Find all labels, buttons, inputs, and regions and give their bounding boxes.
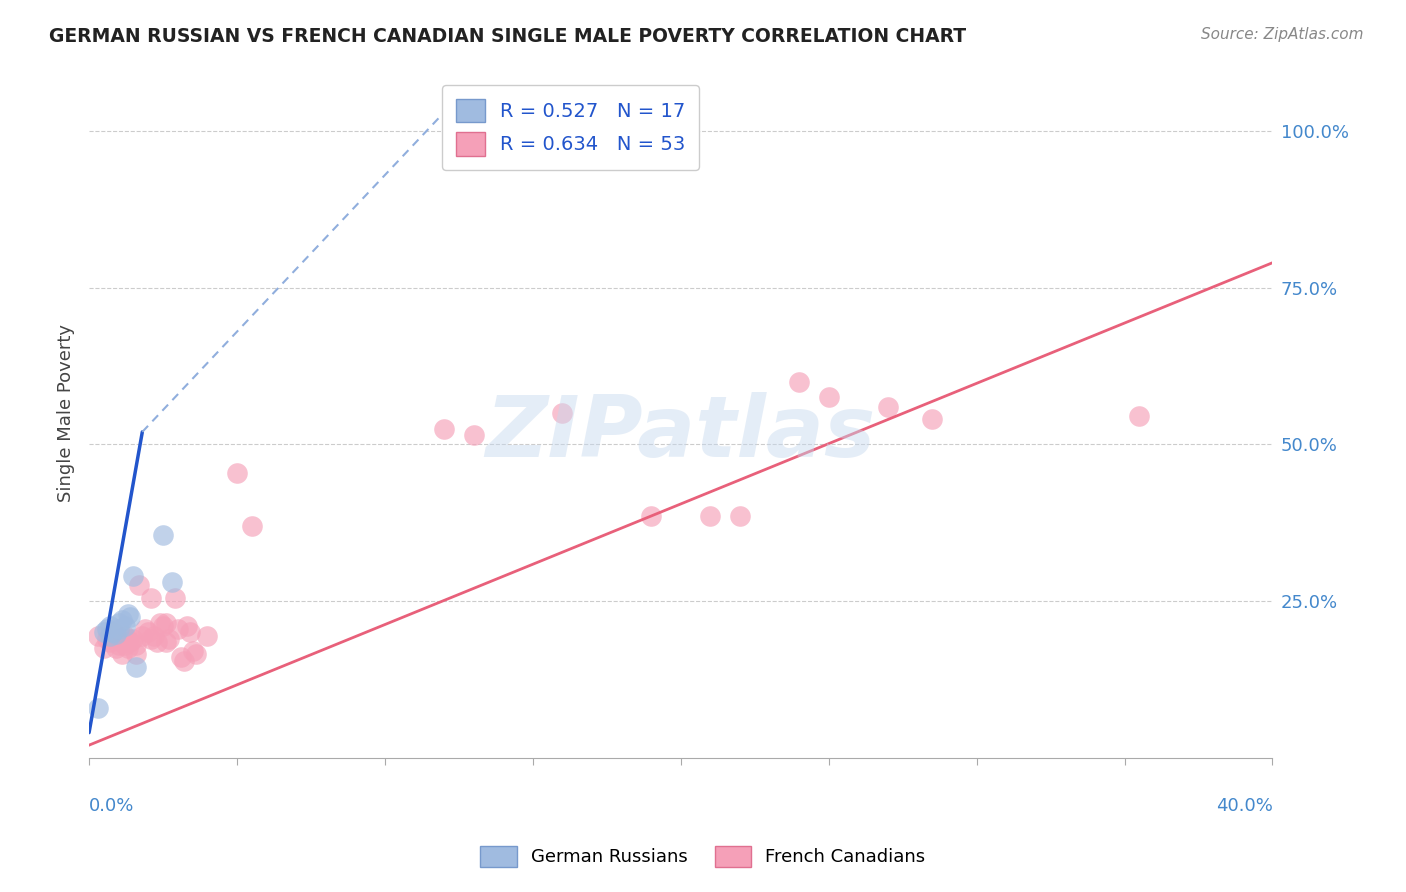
Point	[128, 578, 150, 592]
Point	[107, 632, 129, 646]
Point	[173, 654, 195, 668]
Point	[240, 519, 263, 533]
Point	[125, 648, 148, 662]
Point	[166, 622, 188, 636]
Point	[134, 622, 156, 636]
Point	[163, 591, 186, 605]
Point	[551, 406, 574, 420]
Point	[699, 509, 721, 524]
Point	[110, 634, 132, 648]
Point	[433, 422, 456, 436]
Point	[96, 632, 118, 646]
Point	[143, 628, 166, 642]
Point	[176, 619, 198, 633]
Text: 0.0%: 0.0%	[89, 797, 135, 814]
Point	[101, 625, 124, 640]
Point	[117, 640, 139, 655]
Point	[98, 634, 121, 648]
Point	[117, 607, 139, 621]
Point	[87, 700, 110, 714]
Point	[141, 591, 163, 605]
Point	[728, 509, 751, 524]
Point	[120, 609, 142, 624]
Point	[146, 634, 169, 648]
Point	[114, 638, 136, 652]
Point	[104, 640, 127, 655]
Point	[125, 638, 148, 652]
Point	[131, 628, 153, 642]
Point	[155, 615, 177, 630]
Point	[136, 625, 159, 640]
Point	[122, 569, 145, 583]
Point	[170, 650, 193, 665]
Point	[110, 648, 132, 662]
Point	[107, 615, 129, 630]
Text: GERMAN RUSSIAN VS FRENCH CANADIAN SINGLE MALE POVERTY CORRELATION CHART: GERMAN RUSSIAN VS FRENCH CANADIAN SINGLE…	[49, 27, 966, 45]
Point	[93, 625, 115, 640]
Point	[125, 660, 148, 674]
Point	[122, 632, 145, 646]
Y-axis label: Single Male Poverty: Single Male Poverty	[58, 324, 75, 502]
Legend: German Russians, French Canadians: German Russians, French Canadians	[474, 838, 932, 874]
Point	[117, 632, 139, 646]
Text: Source: ZipAtlas.com: Source: ZipAtlas.com	[1201, 27, 1364, 42]
Point	[1128, 409, 1150, 424]
Point	[152, 528, 174, 542]
Point	[114, 619, 136, 633]
Point	[87, 628, 110, 642]
Point	[197, 628, 219, 642]
Point	[149, 615, 172, 630]
Point	[787, 375, 810, 389]
Point	[463, 428, 485, 442]
Text: 40.0%: 40.0%	[1216, 797, 1272, 814]
Point	[640, 509, 662, 524]
Text: ZIPatlas: ZIPatlas	[485, 392, 876, 475]
Point	[876, 400, 898, 414]
Point	[921, 412, 943, 426]
Point	[98, 628, 121, 642]
Point	[96, 622, 118, 636]
Point	[110, 613, 132, 627]
Legend: R = 0.527   N = 17, R = 0.634   N = 53: R = 0.527 N = 17, R = 0.634 N = 53	[441, 85, 699, 169]
Point	[101, 625, 124, 640]
Point	[160, 575, 183, 590]
Point	[184, 648, 207, 662]
Point	[107, 622, 129, 636]
Point	[157, 632, 180, 646]
Point	[181, 644, 204, 658]
Point	[93, 640, 115, 655]
Point	[98, 619, 121, 633]
Point	[226, 466, 249, 480]
Point	[817, 391, 839, 405]
Point	[104, 626, 127, 640]
Point	[155, 634, 177, 648]
Point	[141, 632, 163, 646]
Point	[152, 619, 174, 633]
Point	[107, 638, 129, 652]
Point	[114, 628, 136, 642]
Point	[179, 625, 201, 640]
Point	[120, 634, 142, 648]
